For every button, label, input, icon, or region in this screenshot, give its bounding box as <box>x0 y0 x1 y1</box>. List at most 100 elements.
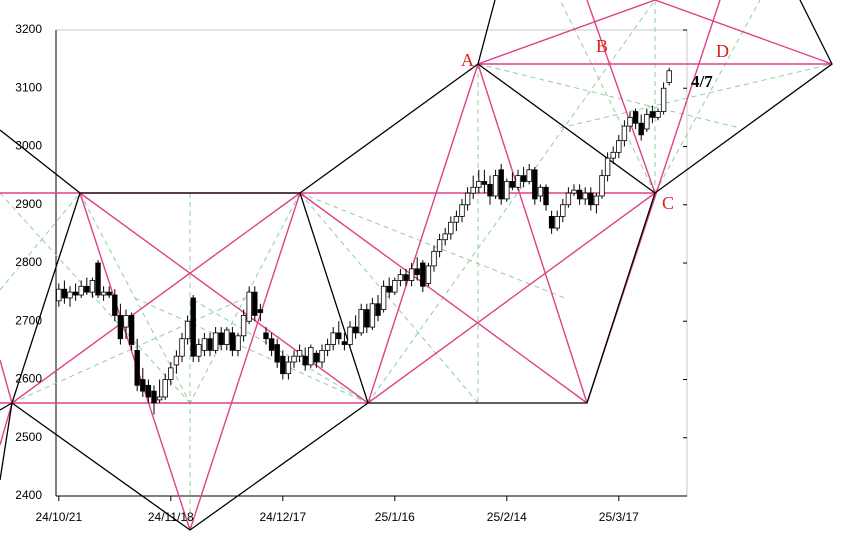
candle-body <box>610 151 616 159</box>
candle-body <box>280 355 286 375</box>
candle-body <box>464 192 471 206</box>
candle-body <box>196 344 202 357</box>
candle-body <box>470 186 476 194</box>
candle-body <box>89 280 96 293</box>
candle-body <box>576 189 583 200</box>
point-label: B <box>596 36 608 56</box>
candle-body <box>375 303 381 316</box>
candle-body <box>520 175 527 182</box>
candle-body <box>604 157 611 177</box>
candle-body <box>436 239 443 252</box>
candle-body <box>392 280 398 293</box>
y-tick-label: 3200 <box>15 22 42 36</box>
candle-body <box>268 338 275 351</box>
y-tick-label: 2800 <box>15 255 42 269</box>
candle-body <box>78 285 84 296</box>
candle-body <box>302 355 308 366</box>
candle-body <box>151 390 157 404</box>
candle-body <box>117 315 124 340</box>
date-label: 4/7 <box>691 72 713 91</box>
candle-body <box>347 326 353 345</box>
candle-body <box>257 309 264 313</box>
candle-body <box>380 285 387 310</box>
candle-body <box>537 186 544 197</box>
candle-body <box>588 192 594 206</box>
candle-body <box>246 291 252 322</box>
candle-body <box>582 192 588 200</box>
y-tick-label: 2500 <box>15 430 42 444</box>
candle-body <box>397 274 404 281</box>
candle-body <box>291 355 297 363</box>
candle-body <box>274 344 280 363</box>
candle-body <box>252 291 258 316</box>
candle-body <box>476 181 482 188</box>
y-tick-label: 2700 <box>15 313 42 327</box>
candle-body <box>431 250 437 267</box>
candle-body <box>386 285 392 293</box>
candle-body <box>532 169 538 200</box>
candle-body <box>313 352 320 363</box>
y-tick-label: 3100 <box>15 80 42 94</box>
candle-body <box>128 315 135 345</box>
plot-frame <box>55 29 688 497</box>
candle-body <box>425 265 432 284</box>
candle-body <box>571 189 577 194</box>
candle-body <box>224 329 230 345</box>
candle-body <box>336 332 342 340</box>
y-tick-label: 2400 <box>15 488 42 502</box>
candle-body <box>408 268 415 281</box>
candle-body <box>95 262 101 296</box>
x-tick-label: 25/1/16 <box>375 510 415 524</box>
candle-body <box>492 175 499 197</box>
candle-body <box>84 285 90 293</box>
candle-body <box>173 355 180 366</box>
candle-body <box>134 349 140 386</box>
candle-body <box>240 315 247 337</box>
candle-body <box>369 303 376 328</box>
candle-body <box>145 384 152 398</box>
candle-body <box>308 347 314 366</box>
candle-body <box>67 291 73 299</box>
candle-body <box>498 169 504 200</box>
candle-body <box>442 233 448 241</box>
candle-body <box>218 332 224 345</box>
candle-body <box>296 349 303 357</box>
candle-body <box>364 309 370 328</box>
x-tick-label: 24/11/18 <box>148 510 194 524</box>
candle-body <box>548 215 555 229</box>
candle-body <box>162 379 168 398</box>
candle-body <box>414 268 420 276</box>
candle-body <box>212 332 219 351</box>
x-tick-label: 25/2/14 <box>487 510 527 524</box>
candle-body <box>616 140 622 153</box>
y-tick-label: 2900 <box>15 197 42 211</box>
candle-body <box>263 332 269 340</box>
candle-body <box>235 335 241 351</box>
candle-body <box>649 111 656 118</box>
candle-body <box>565 192 572 206</box>
point-label: D <box>716 41 729 61</box>
candle-body <box>140 379 146 392</box>
candle-body <box>352 326 359 334</box>
candle-body <box>515 175 521 188</box>
candle-body <box>487 183 493 197</box>
candle-body <box>358 309 364 334</box>
candle-body <box>156 396 163 401</box>
candle-body <box>459 204 465 217</box>
candle-body <box>229 332 236 351</box>
candle-body <box>179 338 185 357</box>
candle-body <box>207 338 213 351</box>
candle-body <box>341 341 348 345</box>
candle-body <box>123 315 129 328</box>
candle-body <box>100 291 107 296</box>
candle-body <box>526 169 532 182</box>
candle-body <box>453 215 460 223</box>
candle-body <box>504 181 510 200</box>
candle-body <box>72 291 79 296</box>
candle-body <box>660 87 667 112</box>
candle-body <box>448 221 454 235</box>
candle-body <box>56 288 62 302</box>
candle-body <box>632 111 639 124</box>
candle-body <box>644 114 650 130</box>
candle-body <box>509 181 516 188</box>
